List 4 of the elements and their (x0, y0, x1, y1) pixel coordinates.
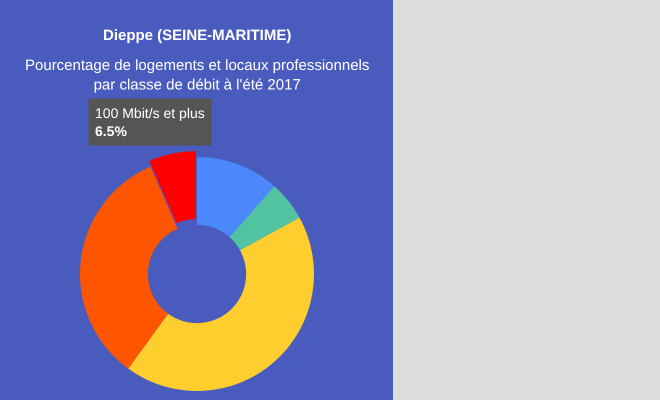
data-label: 6.5% (95, 123, 128, 140)
chart-subtitle: Pourcentage de logements et locaux professionnels par classe de débit à l'été 2017 (25, 57, 370, 94)
chart-title: Dieppe (SEINE-MARITIME) (103, 27, 292, 44)
slice-label: 100 Mbit/s et plus (95, 105, 205, 121)
